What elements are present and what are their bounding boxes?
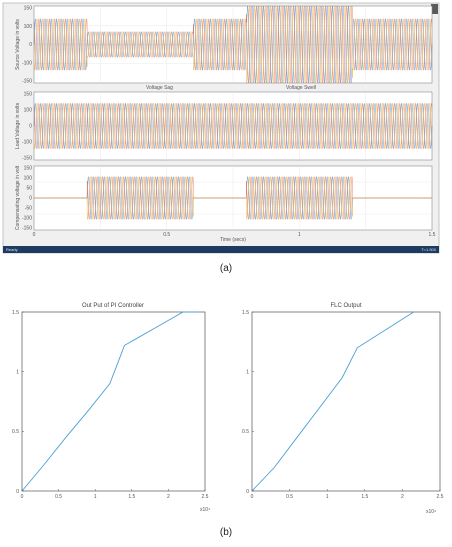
y-tick-label: 1.5 [12, 310, 19, 316]
y-ticks: 150 100 0 -100 -150 [22, 6, 32, 85]
x-exponent: x10⁴ [200, 507, 210, 513]
y-tick-label: 150 [24, 166, 33, 172]
series-line-2 [33, 102, 433, 150]
y-tick-label: 0.5 [242, 429, 249, 435]
y-tick-label: -150 [22, 79, 32, 85]
caption-a: (a) [220, 263, 232, 274]
pi-controller-chart: Out Put of PI Controller 0 0.5 1 1.5 0 0.5 1 1… [12, 303, 210, 513]
y-tick-label: 100 [24, 176, 33, 182]
x-tick-label: 2 [167, 494, 170, 500]
series-line-2 [33, 5, 433, 84]
y-tick-label: 150 [24, 92, 33, 98]
series-group [251, 311, 414, 492]
x-tick-label: 0 [33, 232, 36, 238]
y-axis-label: Compensating voltage in volt [15, 165, 21, 230]
series-group [21, 311, 198, 492]
y-tick-label: 100 [24, 108, 33, 114]
y-tick-label: 1 [246, 369, 249, 375]
y-tick-label: 150 [24, 6, 33, 12]
series-line-1 [33, 102, 433, 150]
y-tick-label: 0 [29, 42, 32, 48]
series-line-0 [251, 311, 414, 492]
x-ticks: 0 0.5 1 1.5 2 2.5 [21, 489, 209, 500]
y-tick-label: 1 [16, 369, 19, 375]
chart-title: FLC Output [330, 303, 361, 309]
plot-area [21, 311, 206, 492]
y-tick-label: -100 [22, 140, 32, 146]
x-axis-label: Time (secs) [220, 237, 246, 243]
status-left: Ready [6, 247, 18, 252]
y-tick-label: 0 [29, 124, 32, 130]
x-tick-label: 1 [298, 232, 301, 238]
x-tick-label: 1 [94, 494, 97, 500]
compensating-voltage-subplot: 150 100 50 0 -50 -100 -150 0 0.5 1 1.5 Compensati… [15, 165, 436, 243]
y-tick-label: -150 [22, 156, 32, 162]
x-tick-label: 0 [251, 494, 254, 500]
annotation-voltage-sag: Voltage Sag [146, 85, 173, 91]
source-voltage-subplot: 150 100 0 -100 -150 Source Voltage in volts [15, 5, 433, 85]
status-right: T=1.500 [421, 247, 437, 252]
y-tick-label: 100 [24, 24, 33, 30]
x-tick-label: 0.5 [163, 232, 170, 238]
y-axis-label: Load Voltage in volts [15, 102, 21, 149]
y-tick-label: 0.5 [12, 429, 19, 435]
series-line-0 [33, 5, 433, 84]
caption-b: (b) [220, 527, 232, 538]
x-tick-label: 1.5 [429, 232, 436, 238]
load-voltage-subplot: 150 100 0 -100 -150 Load Voltage in volts [15, 92, 433, 162]
x-tick-label: 2 [401, 494, 404, 500]
x-exponent: x10⁴ [426, 509, 436, 515]
flc-output-chart: FLC Output 0 0.5 1 1.5 0 0.5 1 1.5 2 2.5 x10⁴ [242, 303, 444, 515]
y-ticks: 0 0.5 1 1.5 [242, 310, 254, 495]
y-axis-label: Source Voltage in volts [15, 19, 21, 70]
x-ticks: 0 0.5 1 1.5 2 2.5 [251, 489, 444, 500]
series-line-0 [33, 102, 433, 150]
x-tick-label: 2.5 [202, 494, 209, 500]
chart-title: Out Put of PI Controller [82, 303, 144, 309]
series-group [34, 176, 432, 220]
plot-area [251, 311, 441, 492]
y-tick-label: -50 [25, 206, 32, 212]
x-tick-label: 1.5 [361, 494, 368, 500]
y-ticks: 150 100 0 -100 -150 [22, 92, 32, 162]
scope-corner-icon[interactable] [431, 4, 438, 14]
x-tick-label: 0.5 [286, 494, 293, 500]
y-ticks: 0 0.5 1 1.5 [12, 310, 24, 495]
y-tick-label: -100 [22, 60, 32, 66]
y-tick-label: 0 [29, 196, 32, 202]
annotation-voltage-swell: Voltage Swell [286, 85, 316, 91]
x-tick-label: 0 [21, 494, 24, 500]
y-tick-label: -100 [22, 216, 32, 222]
series-group [33, 5, 433, 84]
y-tick-label: 1.5 [242, 310, 249, 316]
y-tick-label: 0 [246, 489, 249, 495]
x-tick-label: 1 [326, 494, 329, 500]
y-tick-label: -150 [22, 226, 32, 232]
series-line-0 [21, 311, 198, 492]
series-line-2 [34, 176, 432, 220]
x-tick-label: 2.5 [437, 494, 444, 500]
y-tick-label: 50 [26, 186, 32, 192]
x-ticks: 0 0.5 1 1.5 [33, 232, 436, 238]
y-ticks: 150 100 50 0 -50 -100 -150 [22, 166, 32, 232]
series-group [33, 102, 433, 150]
scope-status-bar [3, 246, 439, 253]
x-tick-label: 1.5 [128, 494, 135, 500]
x-tick-label: 0.5 [55, 494, 62, 500]
y-tick-label: 0 [16, 489, 19, 495]
series-line-1 [33, 5, 433, 84]
